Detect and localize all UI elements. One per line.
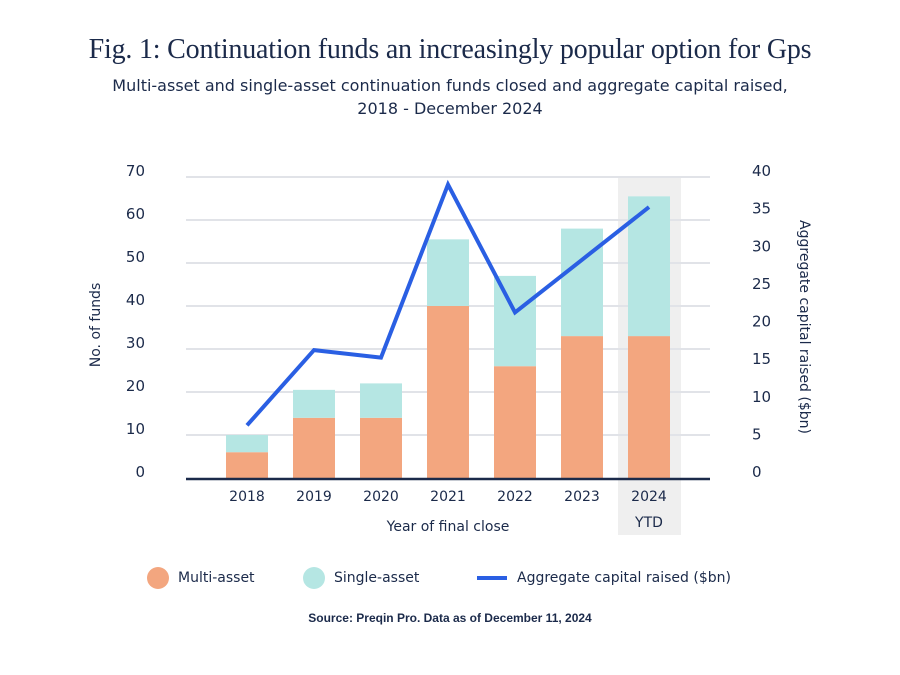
y-tick-label: 60 — [126, 205, 145, 223]
bar-multi-asset — [561, 336, 603, 478]
y-tick-label: 40 — [126, 291, 145, 309]
y2-tick-label: 40 — [752, 162, 771, 180]
legend-label: Single-asset — [334, 570, 420, 586]
y2-tick-label: 5 — [752, 425, 762, 443]
legend-label: Aggregate capital raised ($bn) — [517, 570, 731, 586]
x-tick-label: 2018 — [229, 489, 265, 505]
legend-label: Multi-asset — [178, 570, 255, 586]
y-tick-label: 50 — [126, 248, 145, 266]
bar-multi-asset — [226, 452, 268, 478]
x-tick-label: 2019 — [296, 489, 332, 505]
bar-single-asset — [494, 275, 536, 367]
y-axis-title: No. of funds — [88, 283, 104, 368]
bar-single-asset — [226, 435, 268, 453]
bar-single-asset — [427, 239, 469, 306]
chart-subtitle: Multi-asset and single-asset continuatio… — [60, 74, 840, 120]
source-note: Source: Preqin Pro. Data as of December … — [308, 611, 592, 625]
y-tick-label: 20 — [126, 377, 145, 395]
x-tick-label: 2021 — [430, 489, 466, 505]
bar-multi-asset — [427, 306, 469, 478]
bar-single-asset — [561, 228, 603, 337]
y2-tick-label: 10 — [752, 388, 771, 406]
bar-multi-asset — [360, 417, 402, 478]
multi-asset-swatch-icon — [147, 567, 169, 589]
x-tick-label: 2020 — [363, 489, 399, 505]
y2-tick-label: 20 — [752, 313, 771, 331]
y-tick-label: 0 — [135, 463, 145, 481]
x-tick-label: 2023 — [564, 489, 600, 505]
x-tick-label: 2024 — [631, 489, 667, 505]
y-tick-label: 70 — [126, 162, 145, 180]
y-tick-label: 30 — [126, 334, 145, 352]
bar-single-asset — [293, 389, 335, 418]
y2-axis-title: Aggregate capital raised ($bn) — [796, 220, 812, 434]
bar-single-asset — [360, 383, 402, 418]
bar-multi-asset — [628, 336, 670, 478]
x-axis-title: Year of final close — [386, 519, 510, 535]
y2-tick-label: 30 — [752, 237, 771, 255]
legend-item-aggregate-capital: Aggregate capital raised ($bn) — [477, 566, 731, 590]
legend-item-multi-asset: Multi-asset — [147, 566, 255, 590]
y2-tick-label: 35 — [752, 200, 771, 218]
subtitle-line-2: 2018 - December 2024 — [357, 99, 543, 118]
line-swatch-icon — [477, 576, 507, 580]
subtitle-line-1: Multi-asset and single-asset continuatio… — [112, 76, 788, 95]
x-tick-label: 2022 — [497, 489, 533, 505]
x-tick-label: YTD — [634, 515, 663, 531]
y-tick-label: 10 — [126, 420, 145, 438]
y2-tick-label: 25 — [752, 275, 771, 293]
bar-multi-asset — [494, 366, 536, 478]
single-asset-swatch-icon — [303, 567, 325, 589]
y2-tick-label: 15 — [752, 350, 771, 368]
y2-tick-label: 0 — [752, 463, 762, 481]
legend-item-single-asset: Single-asset — [303, 566, 419, 590]
bar-multi-asset — [293, 417, 335, 478]
chart-title: Fig. 1: Continuation funds an increasing… — [88, 34, 812, 65]
